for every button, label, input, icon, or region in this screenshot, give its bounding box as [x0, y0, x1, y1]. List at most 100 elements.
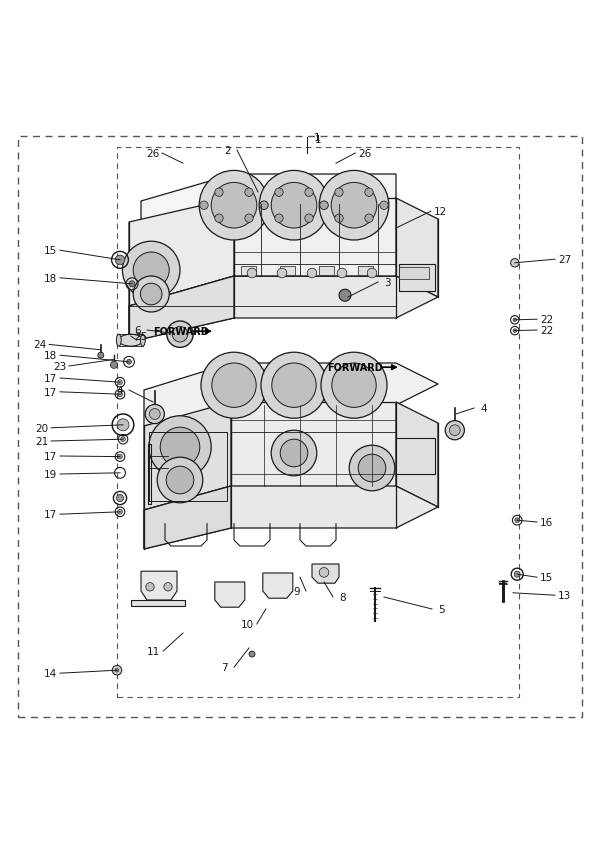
- Polygon shape: [141, 572, 177, 601]
- Bar: [117, 148, 519, 698]
- Circle shape: [319, 171, 389, 241]
- Circle shape: [133, 252, 169, 288]
- Circle shape: [319, 568, 329, 577]
- Circle shape: [358, 455, 386, 482]
- Bar: [399, 268, 429, 280]
- Circle shape: [280, 439, 308, 467]
- Circle shape: [271, 431, 317, 476]
- Circle shape: [167, 322, 193, 348]
- Text: 1: 1: [313, 133, 320, 142]
- Ellipse shape: [140, 335, 145, 347]
- Polygon shape: [129, 199, 234, 306]
- Text: 12: 12: [434, 207, 447, 217]
- Circle shape: [260, 202, 268, 210]
- Circle shape: [380, 202, 388, 210]
- Text: 6: 6: [134, 326, 141, 335]
- Text: 11: 11: [147, 647, 160, 656]
- Text: 5: 5: [438, 604, 445, 614]
- Text: 17: 17: [44, 374, 57, 384]
- Circle shape: [277, 269, 287, 278]
- Circle shape: [118, 380, 122, 386]
- Polygon shape: [312, 565, 339, 583]
- Text: 15: 15: [44, 246, 57, 256]
- Text: 10: 10: [241, 619, 254, 630]
- Bar: [358, 266, 373, 276]
- Polygon shape: [129, 276, 438, 343]
- Circle shape: [337, 269, 347, 278]
- Text: 17: 17: [44, 451, 57, 461]
- Circle shape: [349, 445, 395, 491]
- Circle shape: [157, 458, 203, 503]
- Circle shape: [515, 518, 520, 523]
- Circle shape: [365, 215, 373, 223]
- Text: 1: 1: [315, 135, 322, 144]
- Circle shape: [321, 353, 387, 419]
- Text: 27: 27: [558, 255, 571, 265]
- Circle shape: [247, 269, 257, 278]
- Bar: [280, 266, 295, 276]
- Circle shape: [514, 572, 520, 577]
- Circle shape: [115, 669, 119, 672]
- Circle shape: [335, 215, 343, 223]
- Text: 21: 21: [35, 437, 48, 446]
- Text: 22: 22: [540, 326, 553, 335]
- Polygon shape: [141, 175, 396, 223]
- Circle shape: [305, 215, 313, 223]
- Circle shape: [307, 269, 317, 278]
- Circle shape: [129, 281, 135, 287]
- Circle shape: [133, 276, 169, 313]
- Polygon shape: [234, 199, 396, 276]
- Bar: [396, 438, 435, 474]
- Ellipse shape: [119, 335, 143, 347]
- Circle shape: [200, 202, 208, 210]
- Circle shape: [116, 495, 124, 502]
- Text: FORWARD: FORWARD: [327, 363, 383, 373]
- Text: FORWARD: FORWARD: [153, 327, 209, 337]
- Text: 3: 3: [384, 278, 391, 287]
- Circle shape: [365, 189, 373, 197]
- Circle shape: [367, 269, 377, 278]
- Text: 18: 18: [44, 274, 57, 283]
- Circle shape: [160, 427, 200, 467]
- Circle shape: [115, 256, 125, 265]
- Circle shape: [449, 426, 460, 436]
- Polygon shape: [231, 403, 396, 486]
- Circle shape: [121, 438, 125, 442]
- Circle shape: [259, 171, 329, 241]
- Text: 9: 9: [293, 586, 300, 596]
- Circle shape: [215, 215, 223, 223]
- Text: 2: 2: [224, 146, 231, 156]
- Circle shape: [245, 215, 253, 223]
- Circle shape: [201, 353, 267, 419]
- Circle shape: [320, 202, 328, 210]
- Circle shape: [112, 665, 122, 676]
- Text: 15: 15: [540, 572, 553, 583]
- Circle shape: [261, 353, 327, 419]
- Circle shape: [513, 319, 517, 322]
- Circle shape: [118, 455, 122, 460]
- Circle shape: [172, 327, 188, 343]
- Circle shape: [118, 510, 122, 514]
- Circle shape: [122, 242, 180, 299]
- Text: 14: 14: [44, 669, 57, 678]
- Circle shape: [146, 583, 154, 591]
- Bar: [319, 266, 334, 276]
- Circle shape: [320, 202, 328, 210]
- Circle shape: [331, 183, 377, 229]
- Text: 13: 13: [558, 590, 571, 601]
- Circle shape: [339, 290, 351, 302]
- Circle shape: [212, 363, 256, 408]
- Bar: [399, 264, 435, 292]
- Circle shape: [118, 392, 122, 397]
- Circle shape: [164, 583, 172, 591]
- Polygon shape: [144, 363, 438, 426]
- Polygon shape: [396, 199, 438, 298]
- Bar: [131, 601, 185, 606]
- Circle shape: [513, 329, 517, 333]
- Circle shape: [149, 409, 160, 420]
- Circle shape: [127, 360, 131, 365]
- Circle shape: [166, 467, 194, 494]
- Text: 4: 4: [480, 403, 487, 414]
- Text: 8: 8: [339, 592, 346, 602]
- Polygon shape: [263, 573, 293, 599]
